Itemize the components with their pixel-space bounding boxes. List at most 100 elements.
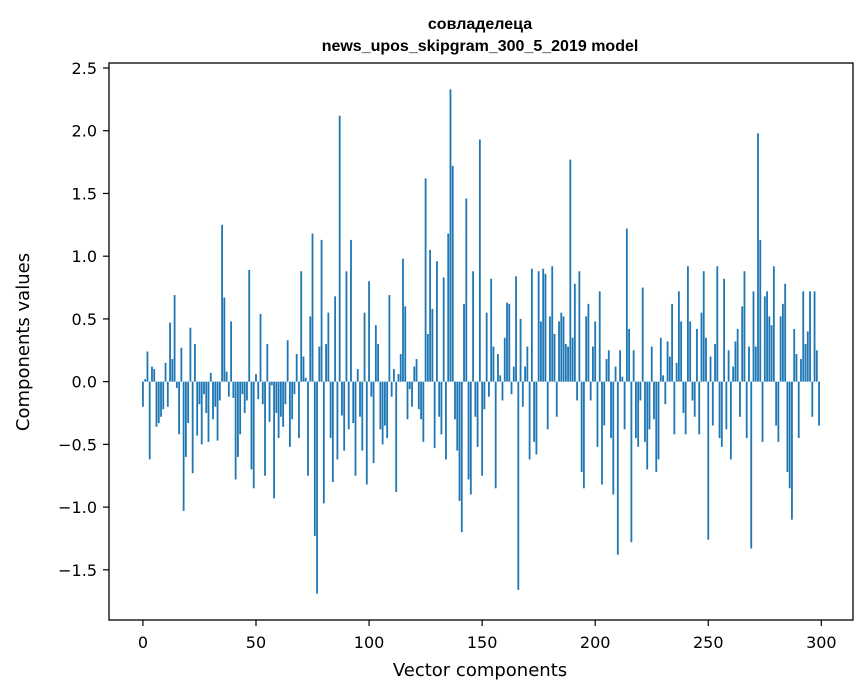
y-tick-label: 0.0 — [72, 373, 97, 392]
bar — [422, 381, 425, 442]
bar — [275, 381, 278, 413]
bar — [521, 381, 524, 407]
bar — [503, 337, 506, 382]
bar — [372, 381, 375, 464]
bar — [259, 313, 262, 382]
bar — [723, 278, 726, 382]
bar — [739, 381, 741, 417]
bar — [512, 366, 515, 382]
bar — [515, 276, 517, 382]
y-tick-label: 0.5 — [72, 310, 97, 329]
bar — [300, 271, 303, 382]
bar — [528, 381, 531, 460]
bar — [239, 381, 242, 435]
bar — [354, 381, 357, 476]
bar — [417, 381, 420, 410]
bar — [359, 381, 361, 417]
bar — [463, 303, 465, 382]
bar — [537, 271, 540, 382]
bar — [648, 381, 651, 430]
bar — [307, 381, 309, 476]
bar — [447, 233, 450, 382]
bar — [589, 381, 592, 401]
bar — [456, 381, 459, 451]
bar — [666, 341, 669, 382]
bar — [797, 381, 800, 439]
bar — [449, 89, 452, 382]
bar — [757, 133, 759, 382]
bar — [347, 381, 350, 430]
bar — [786, 381, 789, 472]
bar — [684, 381, 687, 435]
bar — [178, 381, 181, 435]
bar — [316, 381, 318, 594]
y-tick-label: 1.5 — [72, 184, 97, 203]
bar — [322, 381, 325, 504]
bar — [237, 381, 239, 457]
x-tick-label: 250 — [693, 633, 724, 652]
bar — [356, 369, 359, 382]
bar — [763, 296, 766, 382]
bar — [257, 381, 260, 400]
bar — [580, 381, 583, 472]
bar — [207, 381, 210, 442]
bar — [171, 359, 174, 382]
bar — [610, 381, 612, 439]
bar — [741, 306, 744, 382]
bar — [363, 312, 366, 382]
bar — [621, 376, 624, 382]
bar — [490, 278, 493, 382]
bar — [768, 316, 771, 382]
bar — [282, 381, 285, 427]
bar — [535, 381, 538, 455]
bar — [155, 381, 158, 427]
bar — [196, 381, 199, 436]
bar — [707, 381, 710, 540]
bar — [230, 321, 233, 382]
bar — [293, 381, 296, 395]
bar — [343, 381, 346, 451]
bar — [689, 321, 692, 382]
bar — [533, 381, 536, 442]
bar — [194, 344, 196, 382]
y-tick-label: −1.0 — [58, 498, 97, 517]
bar — [451, 165, 454, 382]
bar — [815, 350, 818, 382]
bar — [216, 381, 219, 441]
bar — [501, 381, 504, 401]
bar — [144, 379, 147, 382]
bar — [598, 291, 601, 382]
bar — [212, 381, 214, 420]
bar — [338, 115, 341, 382]
bar — [718, 381, 721, 439]
bar — [191, 381, 194, 474]
bar — [203, 381, 205, 395]
bar — [510, 381, 513, 395]
bar — [542, 268, 545, 382]
bar — [818, 381, 820, 426]
bar — [567, 346, 569, 382]
bar — [485, 312, 488, 382]
bar — [151, 366, 153, 382]
bar — [784, 283, 787, 382]
bar — [255, 374, 257, 382]
bar — [612, 381, 615, 495]
bar — [680, 321, 683, 382]
bar — [474, 381, 477, 417]
bar — [291, 381, 294, 420]
bar — [329, 381, 332, 439]
bar — [562, 316, 565, 382]
chart-title: совладелеца — [428, 16, 532, 33]
bar — [587, 303, 590, 382]
bar — [729, 381, 732, 460]
bar — [345, 271, 348, 382]
bar — [555, 381, 558, 417]
bar — [546, 381, 549, 430]
bar — [603, 381, 606, 426]
bar — [284, 381, 287, 405]
bar — [173, 295, 176, 382]
bar — [298, 381, 300, 439]
bar — [573, 283, 576, 382]
bar — [788, 381, 791, 489]
bar — [770, 325, 773, 382]
